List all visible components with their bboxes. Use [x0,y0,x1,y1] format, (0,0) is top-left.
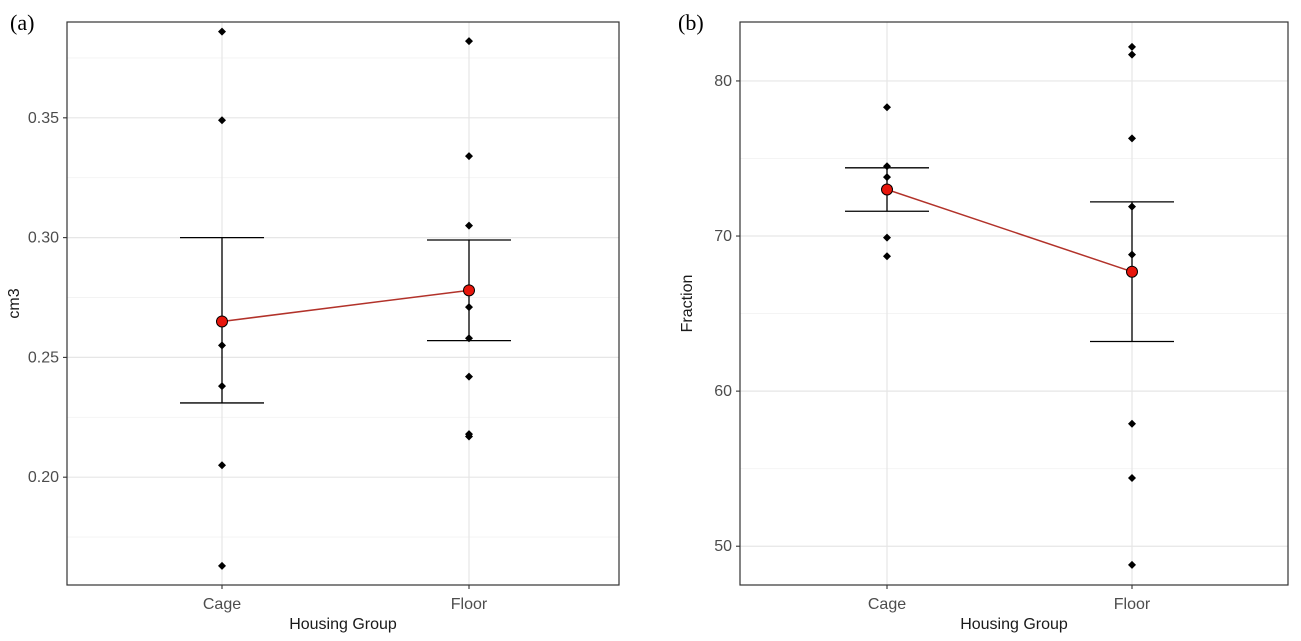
x-axis-title: Housing Group [960,616,1068,633]
data-point [1128,419,1136,428]
data-point [1128,50,1136,59]
data-point [218,461,226,470]
data-point [465,152,473,161]
data-point [1128,473,1136,482]
data-point [1128,42,1136,51]
y-tick-label: 0.20 [28,469,59,486]
panel-label: (a) [10,10,34,35]
data-point [883,233,891,242]
x-axis-title: Housing Group [289,616,397,633]
chart-panel-b: (b) 50 60 70 80 Cage Floor Housing Group Fractio… [678,10,1289,633]
plot-frame [66,21,620,586]
plot-frame [739,21,1289,586]
data-point [465,432,473,441]
mean-point [216,315,228,328]
data-point [218,27,226,36]
mean-point [881,183,893,196]
data-point [1128,560,1136,569]
data-point [218,116,226,125]
mean-point [1126,265,1138,278]
x-tick-label: Cage [868,596,906,613]
data-point [883,252,891,261]
y-tick-label: 0.25 [28,349,59,366]
panel-label: (b) [678,10,704,35]
data-point [1128,134,1136,143]
data-point [465,221,473,230]
x-tick-label: Cage [203,596,241,613]
y-tick-label: 70 [714,228,732,245]
mean-line [221,289,470,323]
y-tick-label: 0.35 [28,110,59,127]
data-point [465,37,473,46]
y-tick-label: 60 [714,383,732,400]
chart-panel-a: (a) 0.20 0.25 0.30 0.35 Cage Floor Housing Grou… [6,10,620,633]
y-axis-title: Fraction [679,275,696,333]
y-axis-title: cm3 [6,288,23,318]
y-tick-label: 80 [714,73,732,90]
y-tick-label: 50 [714,538,732,555]
mean-point [463,284,475,297]
data-point [883,103,891,112]
x-tick-label: Floor [451,596,488,613]
y-tick-label: 0.30 [28,230,59,247]
x-tick-label: Floor [1114,596,1151,613]
mean-line [886,188,1133,273]
data-point [465,372,473,381]
data-point [218,561,226,570]
